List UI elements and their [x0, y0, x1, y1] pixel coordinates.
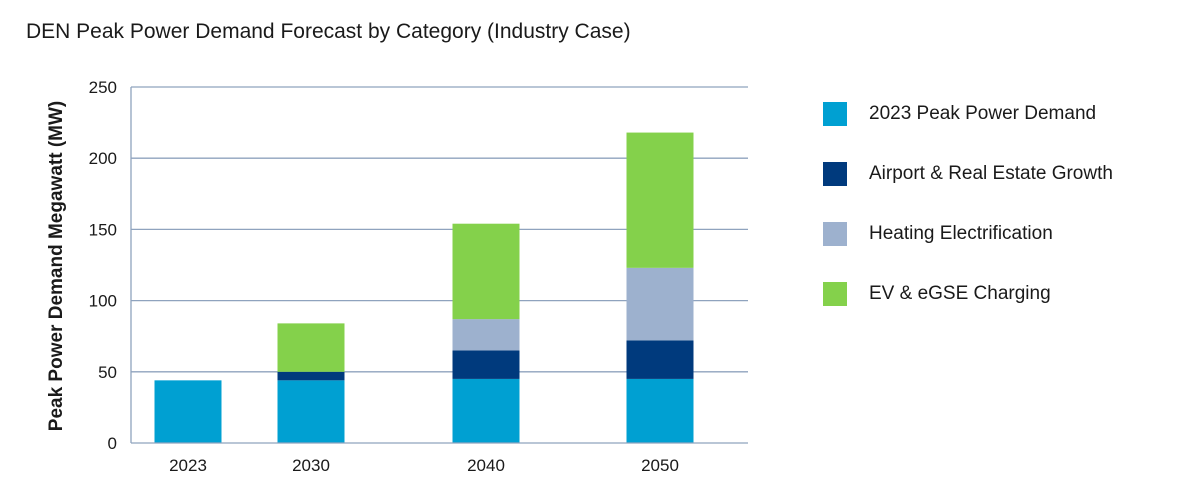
legend-swatch: [823, 162, 847, 186]
legend-label: 2023 Peak Power Demand: [869, 103, 1097, 124]
legend-item: 2023 Peak Power Demand: [823, 84, 1113, 144]
legend-item: Heating Electrification: [823, 204, 1113, 264]
y-tick-label: 0: [108, 434, 117, 453]
bar-segment: [626, 378, 694, 443]
chart-title: DEN Peak Power Demand Forecast by Catego…: [26, 20, 631, 43]
bar-segment: [277, 380, 345, 443]
bar-segment: [277, 323, 345, 372]
axes: 0 50 100 150 200 250 2023 2030 2040 2050: [89, 78, 748, 475]
x-tick-label: 2050: [641, 456, 679, 475]
legend-swatch: [823, 102, 847, 126]
legend-swatch: [823, 222, 847, 246]
bar-segment: [452, 319, 520, 351]
y-tick-label: 200: [89, 149, 117, 168]
y-axis-title: Peak Power Demand Megawatt (MW): [46, 101, 67, 431]
legend: 2023 Peak Power Demand Airport & Real Est…: [823, 84, 1113, 324]
legend-label: Airport & Real Estate Growth: [869, 163, 1113, 184]
y-tick-label: 250: [89, 78, 117, 97]
bar-segment: [154, 380, 222, 443]
bar-segment: [626, 132, 694, 268]
bars: [154, 132, 694, 443]
bar-segment: [452, 223, 520, 320]
bar-segment: [452, 378, 520, 443]
y-tick-label: 50: [98, 363, 117, 382]
legend-item: Airport & Real Estate Growth: [823, 144, 1113, 204]
y-tick-label: 100: [89, 292, 117, 311]
bar-segment: [626, 267, 694, 341]
y-tick-label: 150: [89, 220, 117, 239]
bar-segment: [626, 340, 694, 379]
legend-label: Heating Electrification: [869, 223, 1053, 244]
legend-swatch: [823, 282, 847, 306]
x-tick-label: 2023: [169, 456, 207, 475]
x-tick-label: 2030: [292, 456, 330, 475]
bar-segment: [452, 350, 520, 379]
legend-label: EV & eGSE Charging: [869, 283, 1051, 304]
bar-segment: [277, 371, 345, 381]
x-tick-label: 2040: [467, 456, 505, 475]
legend-item: EV & eGSE Charging: [823, 264, 1113, 324]
